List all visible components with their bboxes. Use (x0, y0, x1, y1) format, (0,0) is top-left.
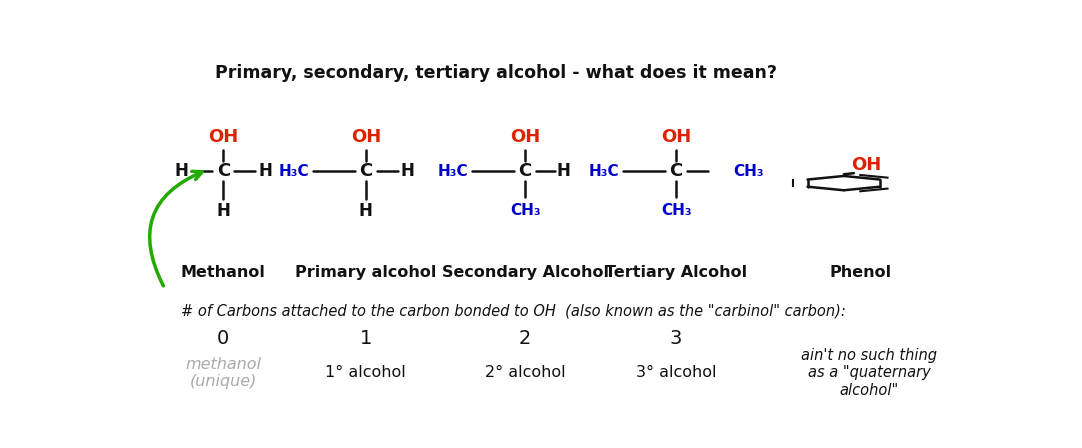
Text: 0: 0 (217, 329, 229, 348)
Text: Phenol: Phenol (830, 265, 892, 280)
Text: H: H (174, 162, 188, 180)
Text: H: H (259, 162, 273, 180)
Text: OH: OH (510, 128, 540, 146)
Text: H: H (359, 202, 373, 220)
Text: methanol
(unique): methanol (unique) (185, 357, 261, 389)
Text: H: H (557, 162, 570, 180)
Text: CH₃: CH₃ (510, 203, 541, 218)
Text: C: C (359, 162, 372, 180)
Text: # of Carbons attached to the carbon bonded to OH  (also known as the "carbinol" : # of Carbons attached to the carbon bond… (182, 303, 846, 318)
FancyArrowPatch shape (149, 171, 202, 286)
Text: H: H (216, 202, 230, 220)
Text: 1° alcohol: 1° alcohol (326, 366, 406, 380)
Text: 2: 2 (519, 329, 531, 348)
Text: OH: OH (208, 128, 238, 146)
Text: H₃C: H₃C (589, 164, 619, 179)
Text: CH₃: CH₃ (661, 203, 691, 218)
Text: Primary, secondary, tertiary alcohol - what does it mean?: Primary, secondary, tertiary alcohol - w… (215, 64, 777, 82)
Text: 1: 1 (359, 329, 372, 348)
Text: H₃C: H₃C (278, 164, 308, 179)
Text: ain't no such thing
as a "quaternary
alcohol": ain't no such thing as a "quaternary alc… (801, 348, 937, 398)
Text: Tertiary Alcohol: Tertiary Alcohol (605, 265, 748, 280)
Text: OH: OH (852, 155, 882, 173)
Text: CH₃: CH₃ (734, 164, 764, 179)
Text: H₃C: H₃C (437, 164, 469, 179)
Text: OH: OH (351, 128, 381, 146)
Text: Primary alcohol: Primary alcohol (295, 265, 436, 280)
Text: Methanol: Methanol (181, 265, 266, 280)
Text: OH: OH (661, 128, 691, 146)
Text: H: H (400, 162, 414, 180)
Text: 2° alcohol: 2° alcohol (485, 366, 566, 380)
Text: 3° alcohol: 3° alcohol (636, 366, 716, 380)
Text: C: C (518, 162, 531, 180)
Text: 3: 3 (670, 329, 683, 348)
Text: C: C (670, 162, 683, 180)
Text: C: C (216, 162, 229, 180)
Text: Secondary Alcohol: Secondary Alcohol (441, 265, 609, 280)
